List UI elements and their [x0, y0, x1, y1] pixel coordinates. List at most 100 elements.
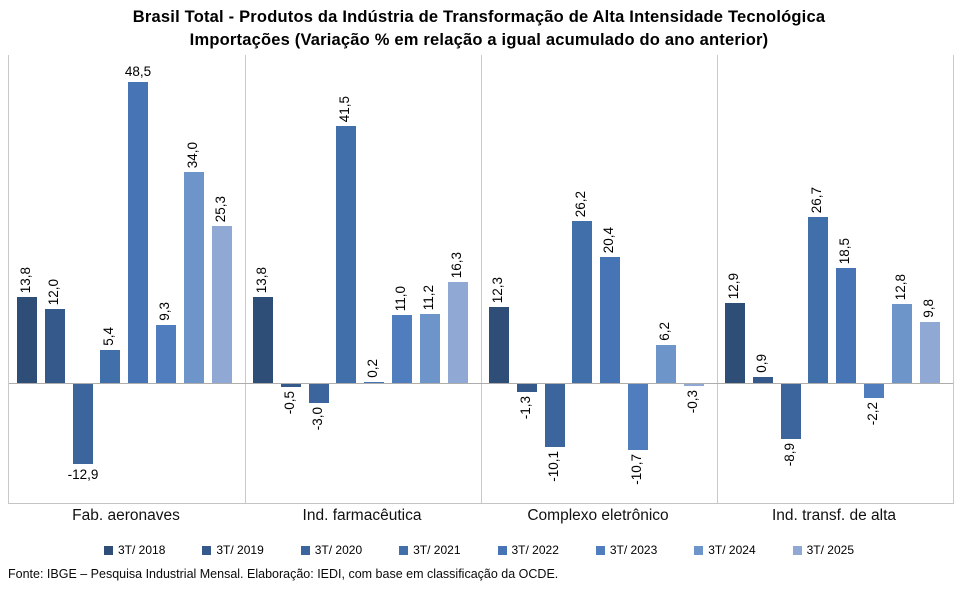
category-label-complexo-eletr-nico: Complexo eletrônico: [527, 507, 669, 524]
data-label: 34,0: [185, 141, 200, 168]
bar-complexo-eletr-nico-32025: [684, 384, 704, 386]
category-axis: Fab. aeronaves Ind. farmacêutica Complexo …: [8, 507, 952, 525]
bar-complexo-eletr-nico-32018: [489, 307, 509, 383]
source-note: Fonte: IBGE – Pesquisa Industrial Mensal…: [8, 567, 559, 581]
bar-fab-aeronaves-32019: [45, 309, 65, 383]
bar-ind-transf-de-alta-32023: [864, 384, 884, 398]
bar-fab-aeronaves-32018: [17, 297, 37, 383]
plot-area: 13,8 12,0 -12,9 5,4 48,5 9,3 34,0 25,3 13,8 -0,5-…: [8, 55, 954, 504]
legend-label: 3T/ 2021: [413, 543, 461, 557]
bar-complexo-eletr-nico-32020: [545, 384, 565, 447]
zero-axis-line: [9, 383, 953, 384]
legend-item-32025: 3T/ 2025: [792, 543, 854, 557]
legend-swatch-icon: [497, 545, 507, 555]
data-label: 12,0: [46, 278, 61, 305]
data-label: 12,9: [726, 272, 741, 299]
bar-ind-farmac-utica-32020: [309, 384, 329, 403]
legend-swatch-icon: [399, 545, 409, 555]
data-label: 48,5: [124, 64, 152, 79]
legend-label: 3T/ 2025: [806, 543, 854, 557]
bar-ind-transf-de-alta-32025: [920, 322, 940, 383]
data-label: 20,4: [601, 226, 616, 253]
legend-swatch-icon: [595, 545, 605, 555]
legend-item-32018: 3T/ 2018: [104, 543, 165, 557]
legend-swatch-icon: [694, 545, 704, 555]
chart-title-line1: Brasil Total - Produtos da Indústria de …: [132, 8, 826, 26]
legend-swatch-icon: [104, 545, 113, 555]
bar-fab-aeronaves-32023: [156, 325, 176, 383]
data-label: 9,8: [921, 299, 936, 318]
legend-label: 3T/ 2019: [216, 543, 264, 557]
data-label: -3,0: [310, 407, 325, 431]
bar-fab-aeronaves-32021: [100, 350, 120, 383]
data-label: -0,3: [685, 390, 700, 414]
chart-title: Brasil Total - Produtos da Indústria de …: [0, 6, 958, 52]
data-label: 11,0: [393, 285, 408, 311]
data-label: 0,9: [754, 354, 769, 373]
data-label: 13,8: [18, 266, 33, 293]
bar-ind-farmac-utica-32025: [448, 282, 468, 383]
legend-label: 3T/ 2023: [609, 543, 658, 557]
data-label: -12,9: [67, 467, 99, 482]
bar-ind-farmac-utica-32022: [364, 382, 384, 383]
data-label: 13,8: [254, 266, 269, 293]
bar-complexo-eletr-nico-32024: [656, 345, 676, 383]
legend-item-32022: 3T/ 2022: [497, 543, 559, 557]
data-label: 5,4: [101, 327, 116, 346]
chart-title-line2: Importações (Variação % em relação a igu…: [189, 31, 769, 49]
legend-swatch-icon: [300, 545, 310, 555]
data-label: 12,8: [893, 273, 908, 300]
data-label: 26,7: [809, 186, 824, 213]
category-divider-line: [245, 55, 246, 503]
category-divider-line: [717, 55, 718, 503]
bar-complexo-eletr-nico-32022: [600, 257, 620, 383]
data-label: 25,3: [213, 195, 228, 222]
bar-ind-transf-de-alta-32018: [725, 303, 745, 383]
bar-ind-transf-de-alta-32021: [808, 217, 828, 383]
bar-fab-aeronaves-32024: [184, 172, 204, 383]
legend-swatch-icon: [202, 545, 212, 555]
data-label: 26,2: [573, 190, 588, 217]
data-label: -2,2: [865, 402, 880, 426]
bar-ind-transf-de-alta-32019: [753, 377, 773, 383]
bar-fab-aeronaves-32025: [212, 226, 232, 383]
legend-item-32019: 3T/ 2019: [202, 543, 264, 557]
legend-label: 3T/ 2018: [118, 543, 166, 557]
legend-item-32024: 3T/ 2024: [694, 543, 756, 557]
data-label: 9,3: [157, 302, 172, 321]
bar-ind-farmac-utica-32024: [420, 314, 440, 383]
data-label: 11,2: [421, 284, 436, 310]
bar-ind-transf-de-alta-32022: [836, 268, 856, 383]
bar-complexo-eletr-nico-32019: [517, 384, 537, 392]
legend: 3T/ 2018 3T/ 2019 3T/ 2020 3T/ 2021 3T/ 2022…: [0, 543, 958, 557]
data-label: -10,7: [629, 454, 644, 485]
data-label: 16,3: [449, 251, 464, 278]
legend-swatch-icon: [792, 545, 802, 555]
bar-fab-aeronaves-32022: [128, 82, 148, 383]
bar-ind-farmac-utica-32019: [281, 384, 301, 387]
data-label: 12,3: [490, 276, 505, 303]
bar-fab-aeronaves-32020: [73, 384, 93, 464]
legend-label: 3T/ 2024: [708, 543, 756, 557]
bar-complexo-eletr-nico-32021: [572, 221, 592, 383]
category-label-fab-aeronaves: Fab. aeronaves: [72, 507, 180, 524]
bar-ind-farmac-utica-32021: [336, 126, 356, 383]
category-divider-line: [481, 55, 482, 503]
bar-ind-farmac-utica-32023: [392, 315, 412, 383]
data-label: -0,5: [282, 391, 297, 415]
data-label: -1,3: [518, 396, 533, 420]
data-label: 41,5: [337, 95, 352, 122]
data-label: 0,2: [365, 359, 380, 378]
data-label: -8,9: [782, 443, 797, 467]
data-label: 6,2: [657, 322, 672, 341]
data-label: 18,5: [837, 237, 852, 264]
legend-label: 3T/ 2020: [314, 543, 363, 557]
bar-ind-transf-de-alta-32024: [892, 304, 912, 383]
bar-ind-transf-de-alta-32020: [781, 384, 801, 439]
legend-label: 3T/ 2022: [511, 543, 559, 557]
category-label-ind-farmac-utica: Ind. farmacêutica: [302, 507, 422, 524]
legend-item-32021: 3T/ 2021: [399, 543, 461, 557]
legend-item-32020: 3T/ 2020: [300, 543, 363, 557]
legend-item-32023: 3T/ 2023: [595, 543, 658, 557]
bar-ind-farmac-utica-32018: [253, 297, 273, 383]
